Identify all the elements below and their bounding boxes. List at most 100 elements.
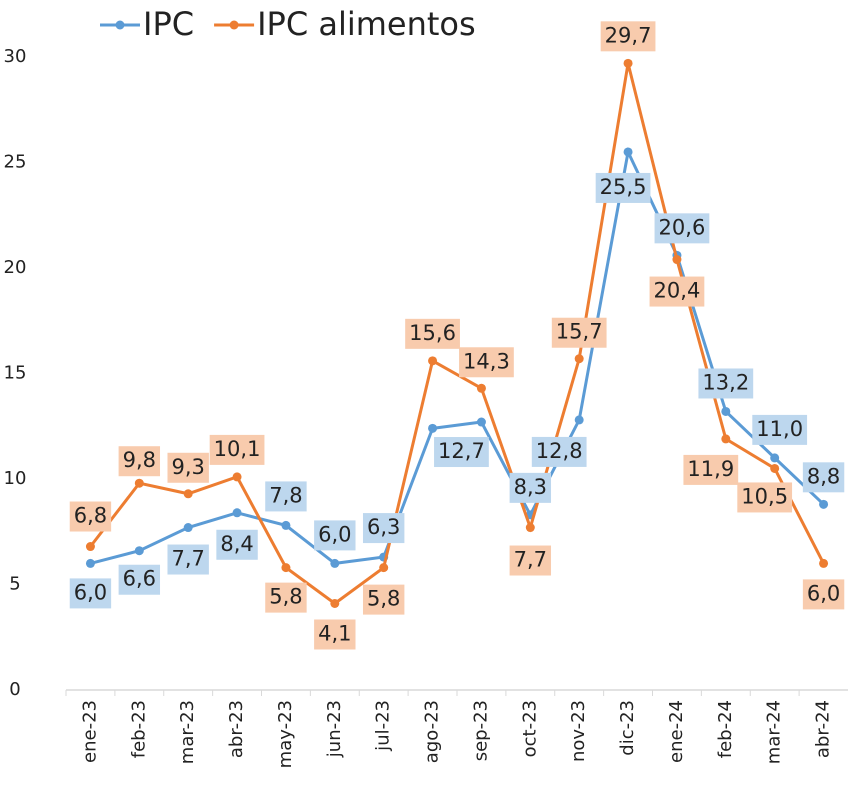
data-label: 5,8 — [362, 584, 405, 615]
data-point — [574, 354, 584, 364]
x-tick-label: may-23 — [275, 700, 296, 768]
data-label-box — [69, 578, 112, 609]
data-label: 7,8 — [265, 481, 307, 512]
data-label: 8,4 — [216, 529, 258, 560]
data-label-box — [216, 529, 258, 560]
data-label-text: 5,8 — [367, 587, 400, 611]
data-label: 20,4 — [649, 276, 705, 307]
legend-label: IPC alimentos — [257, 5, 476, 43]
data-point — [476, 383, 486, 393]
data-label: 11,9 — [683, 454, 739, 485]
data-label-box — [118, 446, 161, 477]
x-tick-label: mar-24 — [764, 700, 785, 764]
data-point — [672, 255, 682, 265]
data-label-box — [649, 276, 705, 307]
data-label-text: 8,3 — [514, 475, 547, 499]
data-label: 4,1 — [314, 619, 356, 650]
x-tick-label: feb-24 — [715, 700, 736, 758]
y-tick-label: 5 — [9, 574, 20, 595]
data-label-text: 20,4 — [654, 279, 701, 303]
data-point — [721, 434, 731, 444]
data-point — [232, 472, 242, 482]
data-point — [819, 558, 829, 568]
data-label-box — [595, 172, 651, 203]
data-label-text: 29,7 — [605, 23, 652, 47]
data-label: 6,3 — [362, 513, 405, 544]
data-label: 25,5 — [595, 172, 651, 203]
x-tick-label: ene-24 — [666, 700, 687, 763]
data-label: 6,8 — [69, 501, 112, 532]
data-label-box — [265, 481, 307, 512]
data-label-box — [752, 414, 808, 445]
x-tick-label: feb-23 — [128, 700, 149, 758]
y-tick-label: 15 — [4, 363, 27, 384]
data-point — [134, 478, 144, 488]
data-point — [574, 415, 584, 425]
data-label-box — [459, 347, 514, 378]
x-tick-label: sep-23 — [470, 700, 491, 761]
data-point — [232, 508, 242, 518]
data-point — [770, 463, 780, 473]
data-label-box — [509, 545, 552, 576]
x-tick-label: jul-23 — [373, 700, 394, 752]
data-point — [330, 598, 340, 608]
data-label: 6,6 — [118, 564, 161, 595]
x-tick-label: mar-23 — [177, 700, 198, 764]
data-label-box — [405, 318, 460, 349]
legend-marker — [115, 20, 125, 30]
data-label: 8,3 — [509, 472, 552, 503]
data-label-text: 10,1 — [214, 437, 261, 461]
data-label: 7,7 — [509, 545, 552, 576]
x-tick-label: abr-24 — [813, 700, 834, 758]
data-label-text: 11,0 — [756, 417, 803, 441]
data-point — [721, 406, 731, 416]
data-point — [525, 523, 535, 533]
series-line — [89, 62, 825, 606]
data-label-box — [69, 501, 112, 532]
data-point — [379, 563, 389, 573]
data-label: 7,7 — [167, 544, 209, 575]
data-point — [281, 520, 291, 530]
data-point — [428, 356, 438, 366]
data-label-box — [698, 368, 754, 399]
data-label-box — [314, 520, 356, 551]
data-label: 15,7 — [551, 317, 607, 348]
data-label-text: 15,6 — [409, 321, 456, 345]
data-label-text: 25,5 — [600, 175, 647, 199]
data-label: 29,7 — [600, 21, 656, 52]
data-label: 5,8 — [265, 582, 307, 613]
x-tick-label: ago-23 — [422, 700, 443, 763]
data-label-text: 12,8 — [536, 439, 583, 463]
x-tick-label: nov-23 — [568, 700, 589, 762]
data-label-text: 11,9 — [687, 457, 734, 481]
data-point — [183, 523, 193, 533]
data-label: 20,6 — [654, 213, 710, 244]
data-label-text: 8,4 — [220, 532, 253, 556]
data-label: 6,0 — [802, 579, 845, 610]
data-label-text: 12,7 — [438, 439, 485, 463]
data-label-text: 7,7 — [514, 548, 547, 572]
data-label-box — [551, 317, 607, 348]
data-label-box — [362, 513, 405, 544]
data-label-text: 14,3 — [463, 349, 510, 373]
data-label-text: 13,2 — [702, 370, 749, 394]
data-label-text: 10,5 — [741, 484, 788, 508]
data-label-box — [737, 482, 793, 513]
data-label: 13,2 — [698, 368, 754, 399]
y-tick-label: 10 — [4, 468, 27, 489]
data-label-box — [167, 452, 209, 483]
data-label-text: 5,8 — [269, 585, 302, 609]
series-line — [90, 147, 825, 565]
data-label-box — [167, 544, 209, 575]
data-point — [819, 499, 829, 509]
data-label-text: 8,8 — [807, 464, 840, 488]
data-label-box — [362, 584, 405, 615]
data-label-text: 6,0 — [74, 580, 107, 604]
y-tick-label: 30 — [4, 46, 27, 67]
data-point — [770, 453, 780, 463]
data-label-box — [654, 213, 710, 244]
data-label-text: 6,6 — [123, 567, 156, 591]
legend-marker — [229, 20, 239, 30]
data-point — [281, 563, 291, 573]
